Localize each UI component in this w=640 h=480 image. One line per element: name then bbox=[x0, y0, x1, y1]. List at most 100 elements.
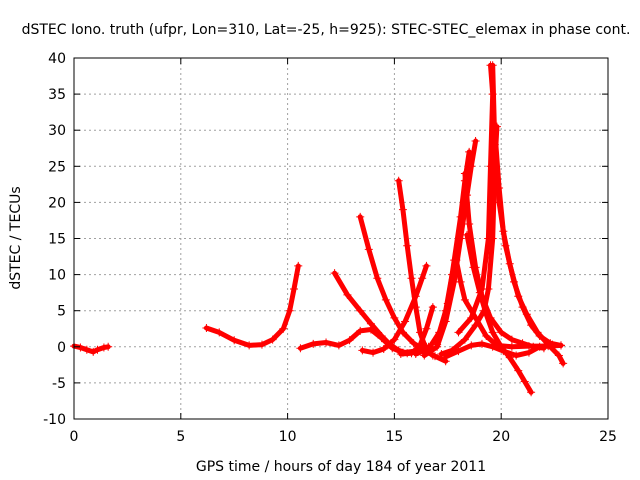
data-point bbox=[409, 339, 418, 348]
data-point bbox=[422, 261, 431, 270]
data-point bbox=[76, 343, 85, 352]
series-arc-18 bbox=[441, 339, 557, 361]
data-point bbox=[93, 345, 102, 354]
data-point bbox=[381, 295, 390, 304]
grid-layer bbox=[74, 58, 608, 419]
x-tick-label: 20 bbox=[492, 429, 510, 445]
data-point bbox=[416, 341, 425, 350]
data-point bbox=[294, 261, 303, 270]
data-point bbox=[524, 348, 533, 357]
data-point bbox=[396, 350, 405, 359]
data-point bbox=[358, 346, 367, 355]
data-point bbox=[441, 352, 450, 361]
series-arc-8 bbox=[396, 303, 437, 359]
data-point bbox=[230, 336, 239, 345]
y-tick-label: -10 bbox=[43, 412, 66, 428]
data-point bbox=[322, 338, 331, 347]
data-point bbox=[456, 234, 465, 243]
data-point bbox=[411, 350, 420, 359]
data-point bbox=[379, 344, 388, 353]
data-point bbox=[334, 341, 343, 350]
data-point bbox=[422, 324, 431, 333]
data-point bbox=[279, 324, 288, 333]
data-point bbox=[488, 61, 497, 70]
data-point bbox=[398, 205, 407, 214]
y-tick-label: 5 bbox=[57, 304, 66, 320]
series-line bbox=[464, 232, 534, 395]
series-layer bbox=[70, 61, 568, 397]
data-point bbox=[497, 328, 506, 337]
data-point bbox=[428, 303, 437, 312]
data-point bbox=[89, 347, 98, 356]
data-point bbox=[420, 351, 429, 360]
data-point bbox=[488, 328, 497, 337]
data-point bbox=[507, 342, 516, 351]
data-point bbox=[559, 359, 568, 368]
data-point bbox=[477, 339, 486, 348]
data-point bbox=[484, 234, 493, 243]
data-point bbox=[403, 241, 412, 250]
data-point bbox=[407, 274, 416, 283]
data-point bbox=[460, 335, 469, 344]
series-line bbox=[462, 171, 547, 351]
data-point bbox=[460, 295, 469, 304]
series-arc-7 bbox=[358, 261, 431, 357]
data-point bbox=[505, 259, 514, 268]
data-point bbox=[518, 339, 527, 348]
data-point bbox=[557, 341, 566, 350]
series-line bbox=[359, 263, 429, 356]
data-point bbox=[99, 343, 108, 352]
x-tick-label: 15 bbox=[385, 429, 403, 445]
data-point bbox=[364, 245, 373, 254]
data-point bbox=[373, 274, 382, 283]
data-point bbox=[533, 328, 542, 337]
data-point bbox=[356, 326, 365, 335]
data-point bbox=[82, 345, 91, 354]
series-arc-11 bbox=[433, 256, 566, 351]
series-arc-17 bbox=[463, 230, 536, 397]
x-tick-label: 5 bbox=[176, 429, 185, 445]
data-point bbox=[428, 351, 437, 360]
data-point bbox=[356, 212, 365, 221]
data-point bbox=[390, 335, 399, 344]
x-axis-title: GPS time / hours of day 184 of year 2011 bbox=[196, 459, 486, 475]
data-point bbox=[104, 342, 113, 351]
y-tick-label: 0 bbox=[57, 340, 66, 356]
data-point bbox=[475, 288, 484, 297]
data-point bbox=[215, 328, 224, 337]
data-point bbox=[499, 227, 508, 236]
data-point bbox=[285, 306, 294, 315]
data-point bbox=[548, 340, 557, 349]
x-tick-label: 10 bbox=[279, 429, 297, 445]
data-point bbox=[499, 347, 508, 356]
data-point bbox=[482, 331, 491, 340]
data-point bbox=[520, 377, 529, 386]
series-arc-1 bbox=[70, 342, 113, 356]
data-point bbox=[309, 339, 318, 348]
data-point bbox=[467, 341, 476, 350]
y-tick-label: 35 bbox=[48, 87, 66, 103]
data-point bbox=[441, 306, 450, 315]
data-point bbox=[268, 335, 277, 344]
y-tick-label: 40 bbox=[48, 51, 66, 67]
data-point bbox=[437, 350, 446, 359]
data-point bbox=[418, 274, 427, 283]
data-point bbox=[448, 270, 457, 279]
y-axis-title: dSTEC / TECUs bbox=[8, 186, 24, 289]
data-point bbox=[467, 162, 476, 171]
data-point bbox=[245, 341, 254, 350]
series-line bbox=[492, 127, 566, 366]
data-point bbox=[522, 310, 531, 319]
series-line bbox=[443, 341, 555, 360]
x-tick-label: 0 bbox=[70, 429, 79, 445]
data-point bbox=[456, 277, 465, 286]
y-tick-label: -5 bbox=[52, 376, 66, 392]
data-point bbox=[535, 342, 544, 351]
data-point bbox=[401, 317, 410, 326]
data-point bbox=[460, 169, 469, 178]
data-point bbox=[290, 285, 299, 294]
y-tick-label: 30 bbox=[48, 123, 66, 139]
series-arc-2 bbox=[202, 261, 303, 350]
data-point bbox=[467, 313, 476, 322]
